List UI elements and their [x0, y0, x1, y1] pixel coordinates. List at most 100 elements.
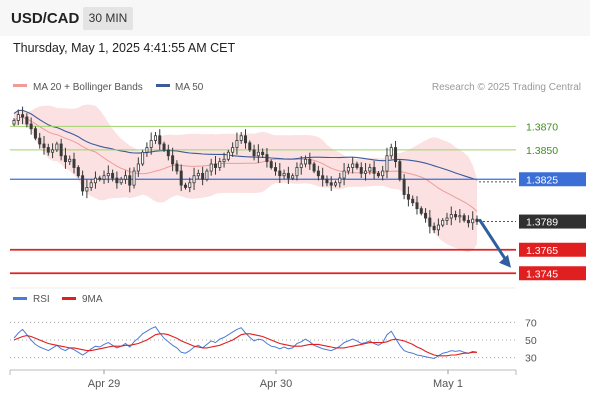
candle-body: [42, 143, 46, 148]
ma20-legend-label: MA 20 + Bollinger Bands: [33, 82, 143, 93]
candle-body: [85, 187, 89, 192]
candle-body: [321, 175, 325, 180]
support-label-1-3745: 1.3745: [526, 268, 558, 280]
candle-body: [291, 175, 295, 179]
candle-body: [226, 151, 230, 160]
candle-body: [398, 161, 402, 180]
support-label-box-1-3765: [519, 242, 586, 257]
pivot-label-box-1-3825: [519, 172, 586, 187]
candle-body: [106, 172, 110, 177]
candle-body: [196, 172, 200, 177]
rsi-ma-legend-label: 9MA: [82, 294, 103, 305]
candle-body: [46, 147, 50, 153]
candle-body: [432, 225, 436, 231]
candle-body: [462, 215, 466, 221]
timeframe-badge[interactable]: 30 MIN: [83, 7, 133, 30]
candle-body: [201, 172, 205, 180]
research-credit: Research © 2025 Trading Central: [432, 82, 581, 93]
rsi-panel: 70 50 30: [10, 317, 537, 365]
candle-body: [252, 149, 256, 157]
time-axis: Apr 29 Apr 30 May 1: [9, 369, 517, 390]
candle-body: [261, 151, 265, 155]
candle-body: [158, 135, 162, 145]
candle-body: [338, 177, 342, 184]
candle-body: [436, 224, 440, 231]
candle-body: [162, 143, 166, 151]
bollinger-band-fill: [14, 104, 477, 253]
candle-body: [141, 151, 145, 165]
candle-body: [475, 218, 479, 222]
candle-body: [89, 182, 93, 188]
candle-body: [248, 142, 252, 151]
support-label-1-3765: 1.3765: [526, 245, 558, 257]
candle-body: [153, 135, 157, 141]
chart-header: USD/CAD 30 MIN: [0, 0, 590, 36]
candle-body: [12, 120, 16, 125]
candle-body: [222, 158, 226, 163]
candle-body: [265, 154, 269, 163]
candle-body: [123, 175, 127, 180]
x-tick-label: Apr 30: [260, 378, 292, 390]
candle-body: [449, 214, 453, 219]
candle-body: [304, 158, 308, 165]
candle-body: [59, 143, 63, 157]
candle-body: [424, 212, 428, 219]
candle-body: [466, 219, 470, 224]
candle-body: [286, 172, 290, 179]
candle-body: [188, 182, 192, 188]
candle-body: [183, 184, 187, 188]
candle-body: [385, 155, 389, 172]
candle-body: [72, 158, 76, 168]
rsi-level-label-70: 70: [525, 317, 537, 329]
forecast-arrow-head: [499, 254, 511, 268]
candle-body: [98, 177, 102, 180]
candle-body: [256, 151, 260, 157]
candle-body: [239, 135, 243, 141]
candle-body: [325, 178, 329, 184]
candle-body: [149, 140, 153, 148]
candle-body: [445, 217, 449, 221]
timestamp: Thursday, May 1, 2025 4:41:55 AM CET: [13, 41, 236, 55]
candle-body: [394, 147, 398, 163]
candle-body: [282, 172, 286, 177]
candle-body: [218, 161, 222, 168]
candle-body: [372, 167, 376, 174]
candle-body: [441, 219, 445, 226]
candle-body: [359, 167, 363, 174]
candle-body: [428, 217, 432, 227]
forecast-arrow: [478, 218, 511, 268]
ma50-legend-label: MA 50: [175, 82, 204, 93]
candle-body: [51, 149, 55, 153]
candle-body: [364, 170, 368, 174]
candle-body: [115, 177, 119, 184]
rsi-level-label-50: 50: [525, 335, 537, 347]
rsi-legend-swatch: [13, 297, 27, 300]
candle-body: [33, 128, 37, 139]
candle-body: [381, 170, 385, 177]
candle-body: [25, 116, 29, 125]
candle-body: [376, 172, 380, 177]
symbol-label: USD/CAD: [11, 10, 80, 27]
candle-body: [111, 172, 115, 179]
candle-body: [63, 155, 67, 163]
support-label-box-1-3745: [519, 266, 586, 281]
current-price-label: 1.3789: [526, 217, 558, 229]
candle-body: [132, 170, 136, 186]
candle-body: [316, 170, 320, 177]
rsi-line: [13, 326, 478, 360]
candle-body: [119, 178, 123, 184]
bollinger-bands: [14, 104, 477, 253]
candle-body: [136, 163, 140, 172]
candle-body: [231, 147, 235, 153]
candle-body: [269, 161, 273, 168]
candle-body: [192, 175, 196, 184]
x-tick-label: May 1: [433, 378, 463, 390]
candle-body: [406, 194, 410, 200]
forecast-arrow-shaft: [478, 218, 509, 264]
candle-body: [175, 163, 179, 172]
candle-body: [312, 163, 316, 172]
candle-body: [128, 175, 132, 186]
candle-body: [389, 147, 393, 157]
candle-body: [81, 175, 85, 192]
